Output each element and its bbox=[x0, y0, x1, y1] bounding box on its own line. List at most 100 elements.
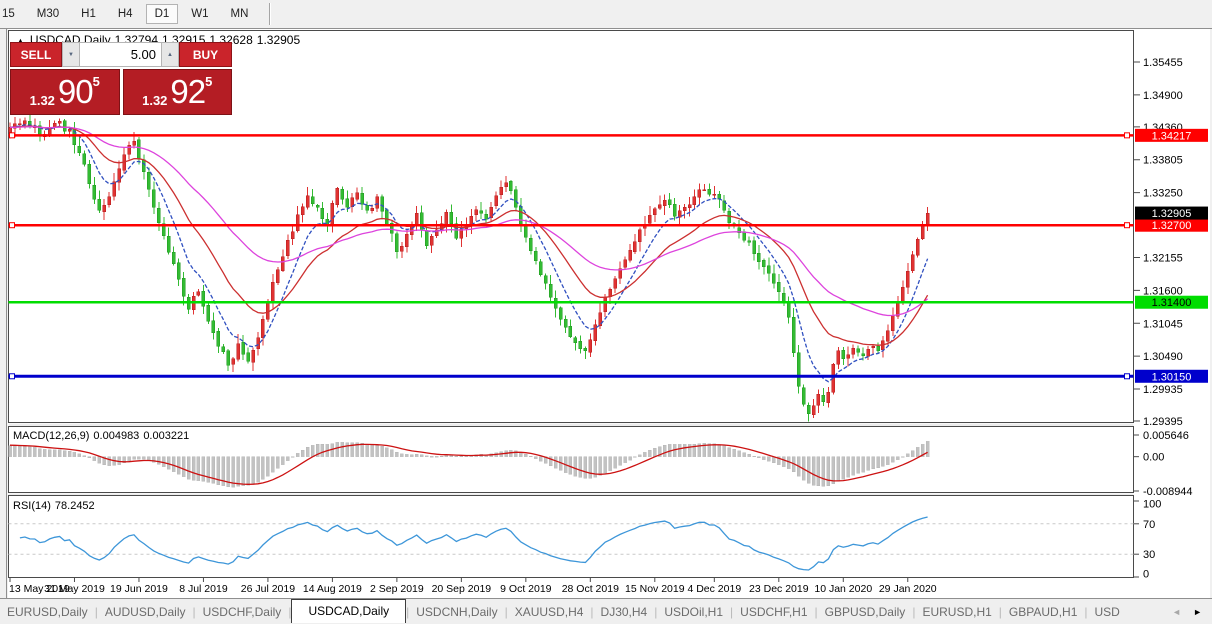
tab-next-icon[interactable]: ► bbox=[1193, 606, 1202, 617]
svg-text:1.29935: 1.29935 bbox=[1143, 384, 1183, 396]
volume-decrease-button[interactable]: ▼ bbox=[62, 42, 80, 67]
current-price-badge: 1.32905 bbox=[1135, 206, 1208, 220]
rsi-pane[interactable] bbox=[8, 495, 1134, 578]
tab-GBPUSD-Daily[interactable]: GBPUSD,Daily bbox=[824, 604, 906, 619]
svg-text:14 Aug 2019: 14 Aug 2019 bbox=[303, 583, 362, 595]
rsi-value: 78.2452 bbox=[54, 500, 95, 512]
price-axis[interactable]: 1.354551.349001.343601.338051.332501.321… bbox=[1134, 57, 1193, 581]
svg-text:1.31045: 1.31045 bbox=[1143, 318, 1183, 330]
volume-input[interactable]: 5.00 bbox=[80, 42, 161, 67]
timeframe-button-D1[interactable]: D1 bbox=[145, 4, 179, 24]
svg-text:1.33250: 1.33250 bbox=[1143, 188, 1183, 200]
svg-text:8 Jul 2019: 8 Jul 2019 bbox=[179, 583, 228, 595]
hline-price-badge-1.30150: 1.30150 bbox=[1135, 369, 1208, 383]
triangle-up-icon: ▲ bbox=[167, 51, 173, 58]
svg-text:26 Jul 2019: 26 Jul 2019 bbox=[241, 583, 295, 595]
svg-text:70: 70 bbox=[1143, 519, 1155, 531]
tab-separator: | bbox=[504, 604, 508, 619]
collapse-triangle-icon[interactable]: ▲ bbox=[16, 36, 25, 46]
tab-USDCNH-Daily[interactable]: USDCNH,Daily bbox=[416, 604, 498, 619]
moving-average-45 bbox=[9, 126, 928, 317]
svg-text:9 Oct 2019: 9 Oct 2019 bbox=[500, 583, 552, 595]
svg-text:1.32700: 1.32700 bbox=[1152, 220, 1192, 232]
macd-signal-line bbox=[9, 443, 928, 485]
svg-text:30: 30 bbox=[1143, 549, 1155, 561]
buy-price-big: 92 bbox=[170, 73, 206, 110]
rsi-indicator-label: RSI(14) 78.2452 bbox=[13, 500, 99, 512]
tab-EURUSD-Daily[interactable]: EURUSD,Daily bbox=[7, 604, 88, 619]
tab-separator: | bbox=[94, 604, 98, 619]
tab-prev-icon[interactable]: ◄ bbox=[1172, 606, 1182, 617]
price-chart-svg: 1.354551.349001.343601.338051.332501.321… bbox=[0, 28, 1212, 598]
buy-price-sup: 5 bbox=[205, 74, 213, 89]
svg-text:1.32155: 1.32155 bbox=[1143, 252, 1183, 264]
chart-tab-bar: EURUSD,Daily | AUDUSD,Daily | USDCHF,Daily | U… bbox=[0, 598, 1212, 624]
macd-name: MACD(12,26,9) bbox=[13, 430, 90, 442]
svg-text:0.005646: 0.005646 bbox=[1143, 430, 1189, 442]
tab-separator: | bbox=[1084, 604, 1088, 619]
tab-EURUSD-H1[interactable]: EURUSD,H1 bbox=[922, 604, 992, 619]
timeframe-button-H4[interactable]: H4 bbox=[117, 8, 133, 20]
tab-separator: | bbox=[912, 604, 916, 619]
rsi-name: RSI(14) bbox=[13, 500, 51, 512]
tab-separator: | bbox=[192, 604, 196, 619]
tab-USD[interactable]: USD bbox=[1094, 604, 1120, 619]
tab-AUDUSD-Daily[interactable]: AUDUSD,Daily bbox=[104, 604, 186, 619]
sell-price-prefix: 1.32 bbox=[29, 93, 55, 108]
sell-button[interactable]: SELL bbox=[10, 42, 62, 67]
tab-separator: | bbox=[998, 604, 1002, 619]
svg-text:1.32905: 1.32905 bbox=[1152, 208, 1192, 220]
macd-value-signal: 0.003221 bbox=[143, 430, 190, 442]
timeframe-button-M30[interactable]: M30 bbox=[36, 8, 60, 20]
tab-DJ30-H4[interactable]: DJ30,H4 bbox=[600, 604, 648, 619]
tab-separator: | bbox=[730, 604, 734, 619]
svg-text:29 Jan 2020: 29 Jan 2020 bbox=[879, 583, 937, 595]
hline-price-badge-1.34217: 1.34217 bbox=[1135, 128, 1208, 142]
svg-text:10 Jan 2020: 10 Jan 2020 bbox=[814, 583, 872, 595]
one-click-trading-panel: SELL ▼ 5.00 ▲ BUY 1.32 90 5 1.32 92 5 bbox=[10, 42, 232, 115]
tab-separator: | bbox=[654, 604, 658, 619]
timeframe-toolbar: 15 M30 H1 H4 D1 W1 MN bbox=[0, 0, 1212, 28]
moving-average-20 bbox=[9, 125, 929, 346]
svg-text:-0.008944: -0.008944 bbox=[1143, 486, 1193, 498]
timeframe-button-H1[interactable]: H1 bbox=[81, 8, 96, 20]
svg-text:1.34217: 1.34217 bbox=[1152, 130, 1192, 142]
ohlc-close: 1.32905 bbox=[256, 33, 301, 47]
svg-text:1.30150: 1.30150 bbox=[1152, 371, 1192, 383]
tab-XAUUSD-H4[interactable]: XAUUSD,H4 bbox=[514, 604, 584, 619]
svg-text:13 May 2019: 13 May 2019 bbox=[9, 583, 70, 595]
volume-increase-button[interactable]: ▲ bbox=[161, 42, 179, 67]
svg-text:0: 0 bbox=[1143, 569, 1149, 581]
svg-text:1.31600: 1.31600 bbox=[1143, 285, 1183, 297]
tab-USDCAD-Daily[interactable]: USDCAD,Daily bbox=[291, 599, 407, 623]
buy-price-prefix: 1.32 bbox=[142, 93, 168, 108]
svg-text:4 Dec 2019: 4 Dec 2019 bbox=[687, 583, 741, 595]
macd-value-main: 0.004983 bbox=[93, 430, 140, 442]
sell-price-big: 90 bbox=[57, 73, 94, 110]
tab-separator: | bbox=[406, 604, 410, 619]
sell-price-panel[interactable]: 1.32 90 5 bbox=[10, 69, 120, 115]
timeframe-button-15[interactable]: 15 bbox=[2, 8, 15, 20]
svg-text:23 Dec 2019: 23 Dec 2019 bbox=[749, 583, 809, 595]
tab-separator: | bbox=[814, 604, 818, 619]
macd-histogram bbox=[8, 441, 930, 488]
tab-separator: | bbox=[288, 604, 292, 619]
timeframe-button-W1[interactable]: W1 bbox=[191, 8, 209, 20]
buy-price-panel[interactable]: 1.32 92 5 bbox=[122, 69, 232, 115]
buy-button[interactable]: BUY bbox=[179, 42, 232, 67]
macd-indicator-label: MACD(12,26,9) 0.004983 0.003221 bbox=[13, 430, 193, 442]
tab-USDOil-H1[interactable]: USDOil,H1 bbox=[664, 604, 724, 619]
svg-text:20 Sep 2019: 20 Sep 2019 bbox=[432, 583, 492, 595]
timeframe-button-MN[interactable]: MN bbox=[230, 8, 249, 20]
svg-text:28 Oct 2019: 28 Oct 2019 bbox=[562, 583, 619, 595]
svg-text:19 Jun 2019: 19 Jun 2019 bbox=[110, 583, 168, 595]
tab-GBPAUD-H1[interactable]: GBPAUD,H1 bbox=[1008, 604, 1078, 619]
svg-text:31 May 2019: 31 May 2019 bbox=[44, 583, 105, 595]
rsi-line bbox=[19, 516, 928, 571]
tab-USDCHF-H1[interactable]: USDCHF,H1 bbox=[740, 604, 808, 619]
svg-text:1.31400: 1.31400 bbox=[1152, 297, 1192, 309]
tab-separator: | bbox=[590, 604, 594, 619]
tab-USDCHF-Daily[interactable]: USDCHF,Daily bbox=[202, 604, 282, 619]
hline-price-badge-1.31400: 1.31400 bbox=[1135, 295, 1208, 309]
